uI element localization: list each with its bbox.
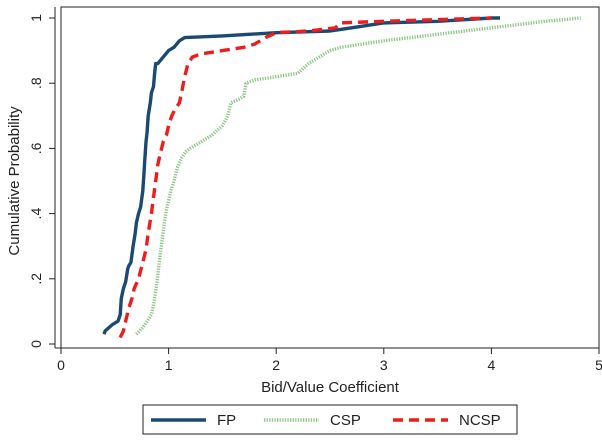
- x-axis-title: Bid/Value Coefficient: [261, 379, 400, 396]
- series-line-csp: [135, 16, 581, 336]
- series-layer: [102, 16, 581, 339]
- x-tick-label: 3: [380, 357, 388, 373]
- legend-label-fp: FP: [217, 412, 236, 429]
- legend-label-ncsp: NCSP: [459, 412, 501, 429]
- legend-label-csp: CSP: [330, 412, 361, 429]
- y-tick-label: 0: [28, 340, 44, 348]
- axes-layer: 0 1 2 3 4 5 0 .2 .4 .6 .8 1: [28, 6, 602, 373]
- y-tick-label: .4: [28, 208, 44, 220]
- y-tick-label: .2: [28, 273, 44, 285]
- plot-frame: [60, 6, 600, 349]
- y-tick-label: .8: [28, 77, 44, 89]
- x-tick-label: 4: [488, 357, 496, 373]
- y-axis-title: Cumulative Probability: [6, 106, 23, 256]
- x-tick-label: 0: [57, 357, 65, 373]
- y-tick-label: 1: [28, 14, 44, 22]
- x-tick-label: 5: [595, 357, 602, 373]
- x-tick-label: 1: [165, 357, 173, 373]
- y-tick-label: .6: [28, 142, 44, 154]
- x-tick-label: 2: [272, 357, 280, 373]
- legend: FP CSP NCSP: [142, 404, 518, 435]
- series-line-fp: [102, 16, 500, 335]
- series-line-ncsp: [118, 16, 492, 339]
